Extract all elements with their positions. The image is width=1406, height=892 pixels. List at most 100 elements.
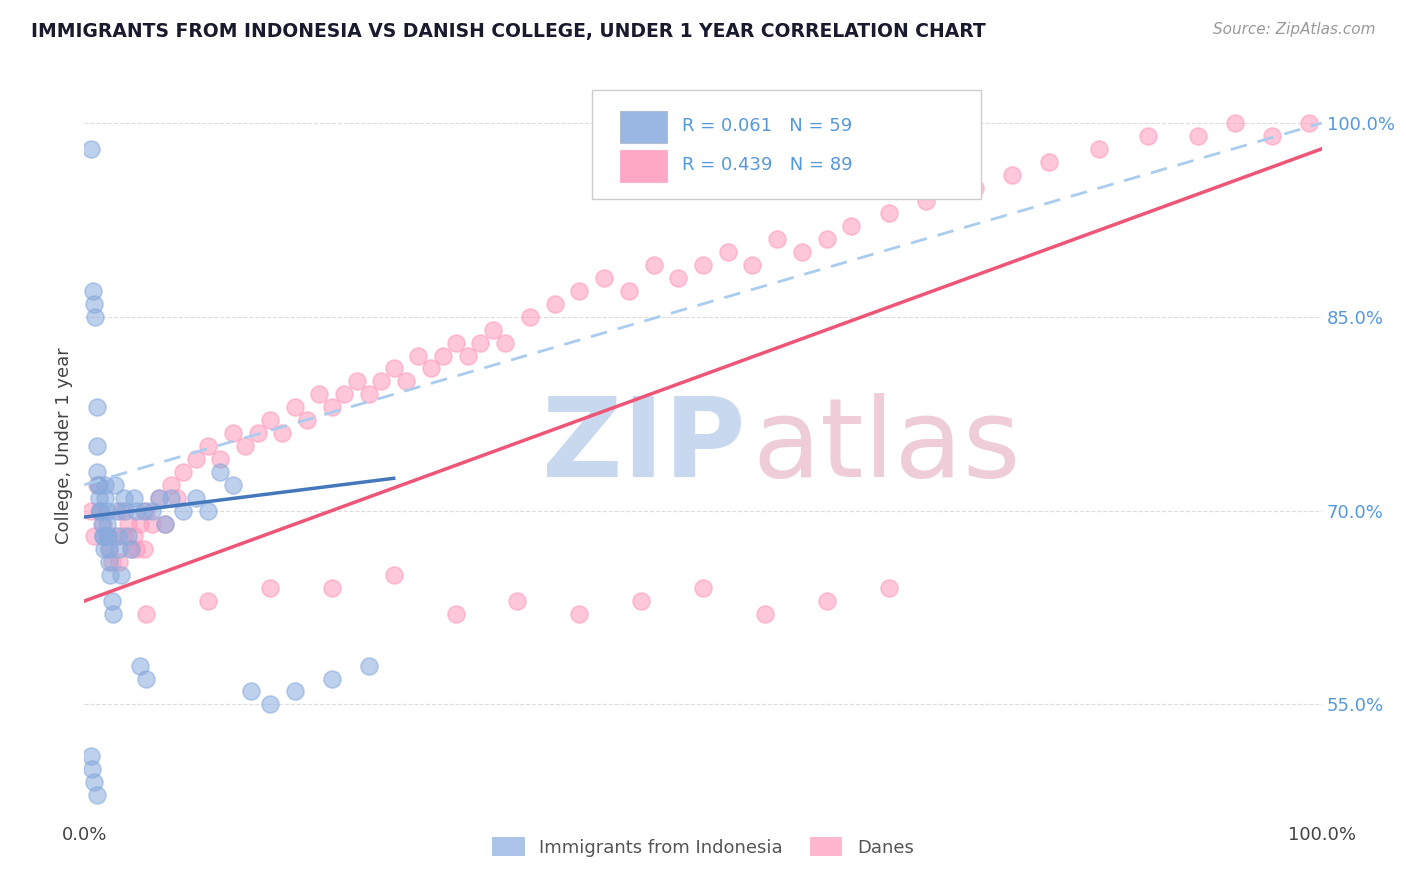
Point <box>153 516 176 531</box>
Point <box>79 749 101 764</box>
Point <box>83 297 105 311</box>
Point <box>160 491 183 505</box>
Point <box>965 180 987 194</box>
Legend: Immigrants from Indonesia, Danes: Immigrants from Indonesia, Danes <box>485 830 921 864</box>
Point <box>666 271 689 285</box>
Point <box>741 258 763 272</box>
Point <box>766 232 789 246</box>
Point <box>259 698 281 712</box>
Point <box>357 387 380 401</box>
Point <box>96 503 118 517</box>
Point <box>184 491 207 505</box>
Point <box>321 581 343 595</box>
Point <box>357 658 380 673</box>
Point <box>108 542 131 557</box>
Point <box>97 529 120 543</box>
Point <box>148 491 170 505</box>
Point <box>346 375 368 389</box>
Point <box>321 672 343 686</box>
Point <box>98 555 121 569</box>
Y-axis label: College, Under 1 year: College, Under 1 year <box>55 348 73 544</box>
Point <box>457 349 479 363</box>
Point <box>1298 116 1320 130</box>
Point <box>104 529 127 543</box>
Point <box>98 542 121 557</box>
Point <box>129 516 152 531</box>
Point <box>91 529 114 543</box>
Point <box>240 684 263 698</box>
Point <box>295 413 318 427</box>
Point <box>172 503 194 517</box>
Point <box>259 413 281 427</box>
Point <box>568 284 591 298</box>
Point <box>166 491 188 505</box>
Point <box>321 401 343 415</box>
Point <box>692 581 714 595</box>
Point <box>84 310 107 324</box>
Point <box>370 375 392 389</box>
Point <box>89 477 111 491</box>
Point <box>1261 128 1284 143</box>
Point <box>110 568 132 582</box>
Point <box>83 529 105 543</box>
Point <box>470 335 492 350</box>
Point <box>506 594 529 608</box>
Point <box>630 594 652 608</box>
Point <box>91 516 114 531</box>
Point <box>877 581 900 595</box>
Point <box>94 477 117 491</box>
Bar <box>620 150 666 181</box>
Point <box>120 542 142 557</box>
Point <box>120 542 142 557</box>
Point <box>93 542 115 557</box>
Text: Source: ZipAtlas.com: Source: ZipAtlas.com <box>1212 22 1375 37</box>
Point <box>153 516 176 531</box>
Point <box>96 516 118 531</box>
Point <box>117 529 139 543</box>
Point <box>104 477 127 491</box>
Point <box>841 219 863 234</box>
Point <box>135 672 157 686</box>
Point <box>89 503 111 517</box>
Point <box>105 503 128 517</box>
Point <box>107 529 129 543</box>
Bar <box>620 112 666 143</box>
Point <box>94 491 117 505</box>
Point <box>112 491 135 505</box>
Point <box>132 503 155 517</box>
Point <box>80 762 103 776</box>
Point <box>209 465 232 479</box>
Point <box>284 684 307 698</box>
Point <box>568 607 591 621</box>
Point <box>86 788 108 802</box>
Text: ZIP: ZIP <box>543 392 745 500</box>
Point <box>222 426 245 441</box>
Point <box>643 258 665 272</box>
Point <box>110 503 132 517</box>
Point <box>717 245 740 260</box>
Point <box>692 258 714 272</box>
Point <box>132 542 155 557</box>
Point <box>114 503 136 517</box>
Point <box>83 775 105 789</box>
Point <box>790 245 813 260</box>
Point <box>184 451 207 466</box>
Point <box>494 335 516 350</box>
Point <box>1001 168 1024 182</box>
Point <box>432 349 454 363</box>
Point <box>877 206 900 220</box>
Point <box>333 387 356 401</box>
Point <box>1038 154 1060 169</box>
Point <box>259 581 281 595</box>
Text: R = 0.439   N = 89: R = 0.439 N = 89 <box>682 156 852 174</box>
Point <box>408 349 430 363</box>
Point <box>86 439 108 453</box>
Point <box>86 477 108 491</box>
Point <box>197 503 219 517</box>
Point <box>89 491 111 505</box>
Point <box>148 491 170 505</box>
Point <box>246 426 269 441</box>
Point <box>101 607 124 621</box>
Point <box>617 284 640 298</box>
Point <box>86 465 108 479</box>
